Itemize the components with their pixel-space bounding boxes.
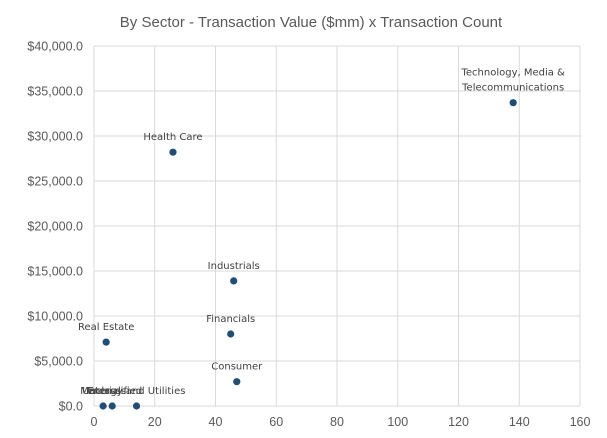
data-label: Materials (80, 386, 126, 397)
data-label: Industrials (208, 261, 260, 272)
data-point (233, 378, 241, 386)
y-tick-label: $10,000.0 (27, 310, 83, 324)
x-tick-label: 20 (148, 415, 162, 429)
data-point (108, 402, 116, 410)
data-point (509, 99, 517, 107)
data-point (227, 330, 235, 338)
x-tick-label: 140 (509, 415, 530, 429)
x-tick-label: 80 (330, 415, 344, 429)
data-label: Technology, Media & (460, 68, 565, 79)
data-points (99, 99, 517, 410)
data-label: Telecommunications (461, 83, 564, 94)
x-tick-label: 40 (209, 415, 223, 429)
y-tick-label: $40,000.0 (27, 40, 83, 54)
data-point (102, 338, 110, 346)
y-tick-label: $5,000.0 (34, 355, 83, 369)
y-tick-label: $20,000.0 (27, 220, 83, 234)
y-tick-label: $0.0 (59, 400, 83, 414)
data-label: Energy and Utilities (88, 386, 186, 397)
axis-ticks: $0.0 $5,000.0 $10,000.0 $15,000.0 $20,000.0 $… (27, 40, 590, 430)
x-tick-label: 120 (448, 415, 469, 429)
data-labels: Technology, Media & Telecommunications Hea… (78, 68, 565, 397)
x-tick-label: 160 (570, 415, 591, 429)
gridlines (93, 45, 581, 407)
x-tick-label: 60 (269, 415, 283, 429)
x-tick-label: 100 (387, 415, 408, 429)
data-label: Health Care (143, 132, 202, 143)
data-label: Real Estate (78, 322, 134, 333)
y-tick-label: $35,000.0 (27, 85, 83, 99)
data-point (169, 148, 177, 156)
y-tick-label: $15,000.0 (27, 265, 83, 279)
data-label: Financials (206, 314, 255, 325)
x-tick-label: 0 (91, 415, 98, 429)
y-tick-label: $25,000.0 (27, 175, 83, 189)
y-tick-label: $30,000.0 (27, 130, 83, 144)
data-point (230, 277, 238, 285)
chart-title: By Sector - Transaction Value ($mm) x Tr… (120, 14, 503, 31)
data-label: Unclassified (82, 386, 142, 397)
data-point (132, 402, 141, 410)
data-label: Consumer (211, 362, 263, 373)
data-point (99, 402, 107, 410)
